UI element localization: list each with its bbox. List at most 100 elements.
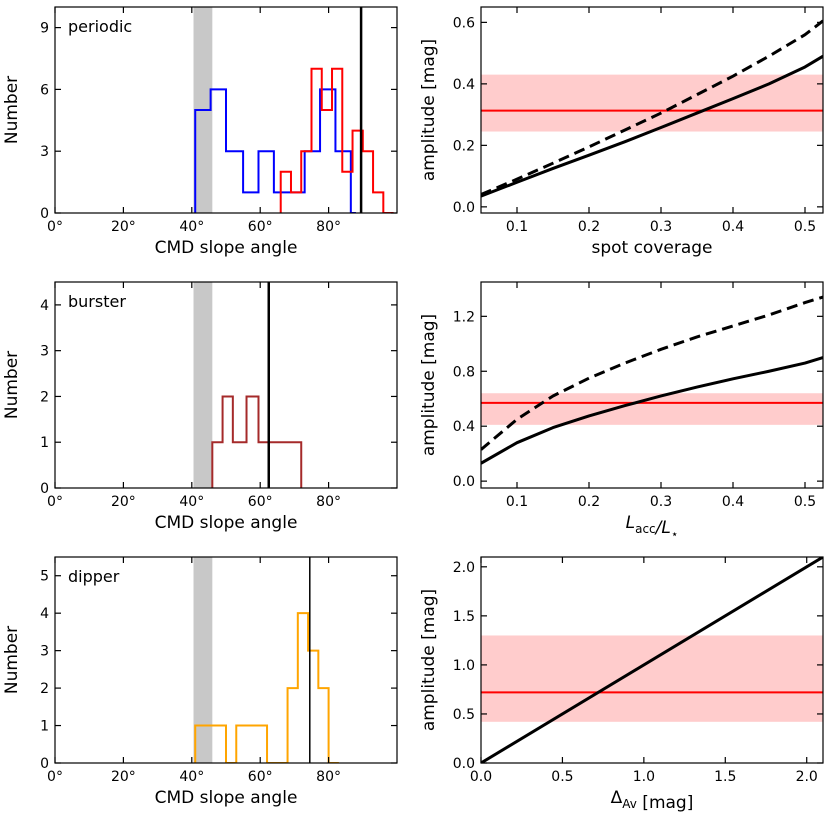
x-tick-label: 0.2	[578, 494, 600, 510]
y-axis-label: amplitude [mag]	[419, 314, 439, 456]
x-tick-label: 0.4	[722, 219, 744, 235]
x-axis-label: ΔAv [mag]	[611, 788, 694, 813]
x-tick-label: 20°	[111, 219, 136, 235]
x-tick-label: 0.5	[794, 494, 816, 510]
x-tick-label: 0.4	[722, 494, 744, 510]
axes-frame	[54, 6, 398, 214]
model-curve-solid	[481, 356, 823, 465]
y-tick-label: 0.0	[453, 756, 475, 772]
y-tick-label: 5	[40, 569, 49, 585]
x-tick-label: 0°	[47, 494, 63, 510]
y-tick-label: 0	[40, 206, 49, 222]
y-tick-label: 3	[40, 344, 49, 360]
y-tick-label: 0.4	[453, 77, 475, 93]
panel-left-middle: burster 0° 20° 40° 60° 80° 0 1 2 3 4 CMD slope angl…	[2, 281, 398, 533]
y-tick-label: 0.0	[453, 200, 475, 216]
y-axis-label: Number	[2, 351, 22, 419]
plot-area	[481, 19, 823, 198]
y-tick-label: 0.2	[453, 138, 475, 154]
x-axis-label: CMD slope angle	[155, 238, 298, 258]
x-tick-label: 60°	[248, 769, 273, 785]
shaded-range	[193, 282, 213, 488]
axes-frame	[480, 281, 824, 489]
axes-frame	[480, 556, 824, 764]
panel-right-top: 0.1 0.2 0.3 0.4 0.5 0.0 0.2 0.4 0.6 spot coverage…	[419, 6, 824, 258]
x-tick-label: 0.3	[650, 494, 672, 510]
histogram-step-0	[194, 612, 339, 763]
y-tick-label: 2	[40, 389, 49, 405]
histogram-step-1	[279, 67, 394, 213]
x-tick-label: 0.3	[650, 219, 672, 235]
x-tick-label: 20°	[111, 494, 136, 510]
y-tick-label: 3	[40, 144, 49, 160]
x-axis-label: Lacc/L⋆	[626, 513, 679, 541]
y-tick-label: 0	[40, 481, 49, 497]
y-tick-label: 6	[40, 82, 49, 98]
panel-right-middle: 0.1 0.2 0.3 0.4 0.5 0.0 0.4 0.8 1.2 Lacc/L⋆ amplit…	[419, 281, 824, 541]
model-curve-solid	[481, 54, 823, 198]
plot-area	[193, 282, 303, 488]
y-tick-label: 0.0	[453, 474, 475, 490]
x-axis-label: CMD slope angle	[155, 513, 298, 533]
x-tick-label: 2.0	[796, 769, 818, 785]
y-axis-label: Number	[2, 76, 22, 144]
y-tick-label: 2.0	[453, 560, 475, 576]
x-tick-label: 80°	[316, 769, 341, 785]
axes-frame	[480, 6, 824, 214]
plot-area	[481, 557, 823, 763]
x-tick-label: 60°	[248, 494, 273, 510]
x-tick-label: 40°	[179, 494, 204, 510]
panel-right-bottom: 0.0 0.5 1.0 1.5 2.0 0.0 0.5 1.0 1.5 2.0 ΔAv [mag] a…	[419, 556, 824, 813]
panel-left-bottom: dipper 0° 20° 40° 60° 80° 0 1 2 3 4 5 CMD slope angl…	[2, 556, 398, 808]
axes-frame	[54, 556, 398, 764]
model-curve-dashed	[481, 295, 823, 451]
y-tick-label: 0.5	[453, 707, 475, 723]
y-tick-label: 2	[40, 681, 49, 697]
x-tick-label: 0.5	[551, 769, 573, 785]
plot-area	[481, 295, 823, 465]
y-axis-label: amplitude [mag]	[419, 589, 439, 731]
x-tick-label: 0.1	[506, 494, 528, 510]
x-axis-label: spot coverage	[591, 238, 712, 258]
axes-frame	[54, 281, 398, 489]
y-tick-label: 1	[40, 435, 49, 451]
y-tick-label: 1	[40, 719, 49, 735]
x-tick-label: 1.0	[633, 769, 655, 785]
y-tick-label: 4	[40, 298, 49, 314]
histogram-step-0	[194, 88, 356, 213]
y-tick-label: 1.0	[453, 658, 475, 674]
panel-annotation: periodic	[68, 17, 132, 36]
y-tick-label: 0.6	[453, 15, 475, 31]
x-tick-label: 0.2	[578, 219, 600, 235]
y-tick-label: 0	[40, 756, 49, 772]
x-tick-label: 0.1	[506, 219, 528, 235]
plot-area	[193, 557, 339, 763]
model-curve-dashed	[481, 19, 823, 196]
y-tick-label: 1.2	[453, 309, 475, 325]
y-axis-label: amplitude [mag]	[419, 39, 439, 181]
panel-left-top: periodic 0° 20° 40° 60° 80° 0 3 6 9 CMD slope angl…	[2, 6, 398, 258]
x-tick-label: 40°	[179, 219, 204, 235]
y-axis-label: Number	[2, 626, 22, 694]
y-tick-label: 3	[40, 644, 49, 660]
x-tick-label: 40°	[179, 769, 204, 785]
shaded-range	[193, 557, 213, 763]
x-tick-label: 0.5	[794, 219, 816, 235]
histogram-step-0	[211, 395, 303, 488]
x-tick-label: 60°	[248, 219, 273, 235]
x-axis-label: CMD slope angle	[155, 788, 298, 808]
x-tick-label: 80°	[316, 494, 341, 510]
panel-annotation: dipper	[68, 567, 120, 586]
y-tick-label: 0.4	[453, 419, 475, 435]
amplitude-band	[481, 635, 823, 722]
y-tick-label: 4	[40, 606, 49, 622]
y-tick-label: 0.8	[453, 364, 475, 380]
model-curve-solid	[481, 557, 823, 763]
panel-annotation: burster	[68, 292, 126, 311]
y-tick-label: 9	[40, 21, 49, 37]
y-tick-label: 1.5	[453, 609, 475, 625]
x-tick-label: 0°	[47, 219, 63, 235]
x-tick-label: 80°	[316, 219, 341, 235]
x-tick-label: 20°	[111, 769, 136, 785]
